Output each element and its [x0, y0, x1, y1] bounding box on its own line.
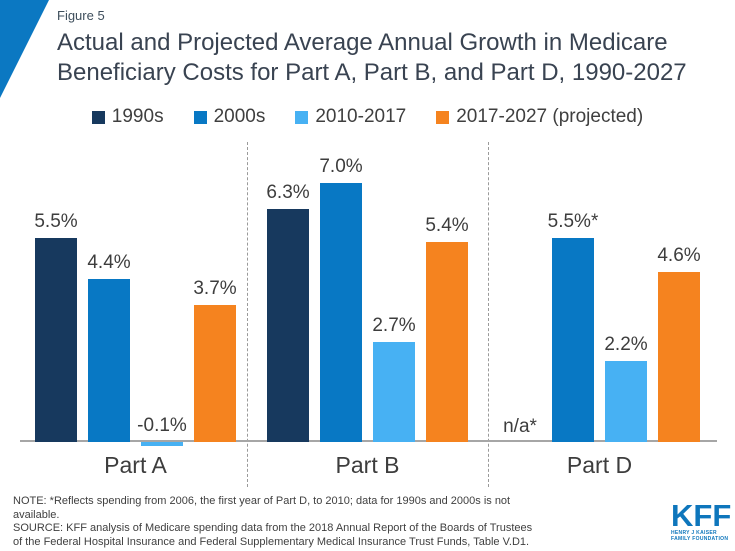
kff-logo-tagline-1: HENRY J KAISER [671, 530, 717, 536]
kff-logo-text: KFF [671, 498, 732, 533]
bar-2017-2027-projected-part-d [658, 272, 700, 442]
value-label-2010-2017-part-b: 2.7% [372, 315, 416, 336]
bar-2017-2027-projected-part-b [426, 242, 468, 442]
value-label-2017-2027-projected-part-a: 3.7% [193, 278, 237, 299]
source-text: SOURCE: KFF analysis of Medicare spendin… [13, 522, 533, 548]
legend-label-2017-2027: 2017-2027 (projected) [456, 106, 644, 127]
value-label-2010-2017-part-d: 2.2% [604, 334, 648, 355]
value-label-1990s-part-a: 5.5% [34, 211, 78, 232]
value-label-2017-2027-projected-part-b: 5.4% [425, 215, 469, 236]
legend-label-2010-2017: 2010-2017 [315, 106, 407, 127]
legend-swatch-1990s [91, 110, 105, 124]
bar-1990s-part-a [35, 238, 77, 442]
group-separator-dashed-1 [247, 142, 248, 487]
footnotes: NOTE: *Reflects spending from 2006, the … [13, 495, 538, 549]
legend-label-1990s: 1990s [111, 106, 164, 127]
value-label-2017-2027-projected-part-d: 4.6% [657, 245, 701, 266]
kff-logo: KFF HENRY J KAISER FAMILY FOUNDATION [671, 498, 732, 542]
value-label-2000s-part-a: 4.4% [87, 252, 131, 273]
value-label-2000s-part-d: 5.5%* [547, 211, 599, 232]
legend-label-2000s: 2000s [213, 106, 266, 127]
category-label-part-d: Part D [566, 452, 633, 478]
bar-2017-2027-projected-part-a [194, 305, 236, 442]
bar-1990s-part-b [267, 209, 309, 442]
legend-item-2017-2027: 2017-2027 (projected) [436, 106, 643, 128]
page-title-line-2: Beneficiary Costs for Part A, Part B, an… [57, 59, 687, 86]
note-text: NOTE: *Reflects spending from 2006, the … [13, 495, 511, 521]
legend-swatch-2000s [193, 110, 207, 124]
category-label-part-a: Part A [104, 452, 167, 478]
bar-2000s-part-a [88, 279, 130, 442]
bar-2000s-part-d [552, 238, 594, 442]
value-label-2010-2017-part-a: -0.1% [137, 415, 187, 436]
bar-2010-2017-part-d [605, 361, 647, 442]
kff-logo-tagline-2: FAMILY FOUNDATION [671, 535, 729, 542]
legend-item-2010-2017: 2010-2017 [295, 106, 406, 128]
group-separator-dashed-2 [488, 142, 489, 487]
figure-label: Figure 5 [57, 8, 105, 23]
bar-2010-2017-part-a [141, 442, 183, 446]
bar-2000s-part-b [320, 183, 362, 442]
x-axis-baseline [20, 440, 717, 442]
value-label-1990s-part-b: 6.3% [266, 182, 310, 203]
bar-2010-2017-part-b [373, 342, 415, 442]
value-label-1990s-part-d: n/a* [503, 416, 537, 437]
legend-item-2000s: 2000s [193, 106, 266, 128]
legend-swatch-2010-2017 [295, 110, 309, 124]
legend-swatch-2017-2027 [436, 110, 450, 124]
legend-item-1990s: 1990s [91, 106, 164, 128]
chart-legend: 1990s 2000s 2010-2017 2017-2027 (project… [0, 106, 735, 128]
category-label-part-b: Part B [335, 452, 400, 478]
value-label-2000s-part-b: 7.0% [319, 156, 363, 177]
page-title-line-1: Actual and Projected Average Annual Grow… [57, 29, 668, 56]
header: Figure 5 Actual and Projected Average An… [57, 8, 717, 88]
